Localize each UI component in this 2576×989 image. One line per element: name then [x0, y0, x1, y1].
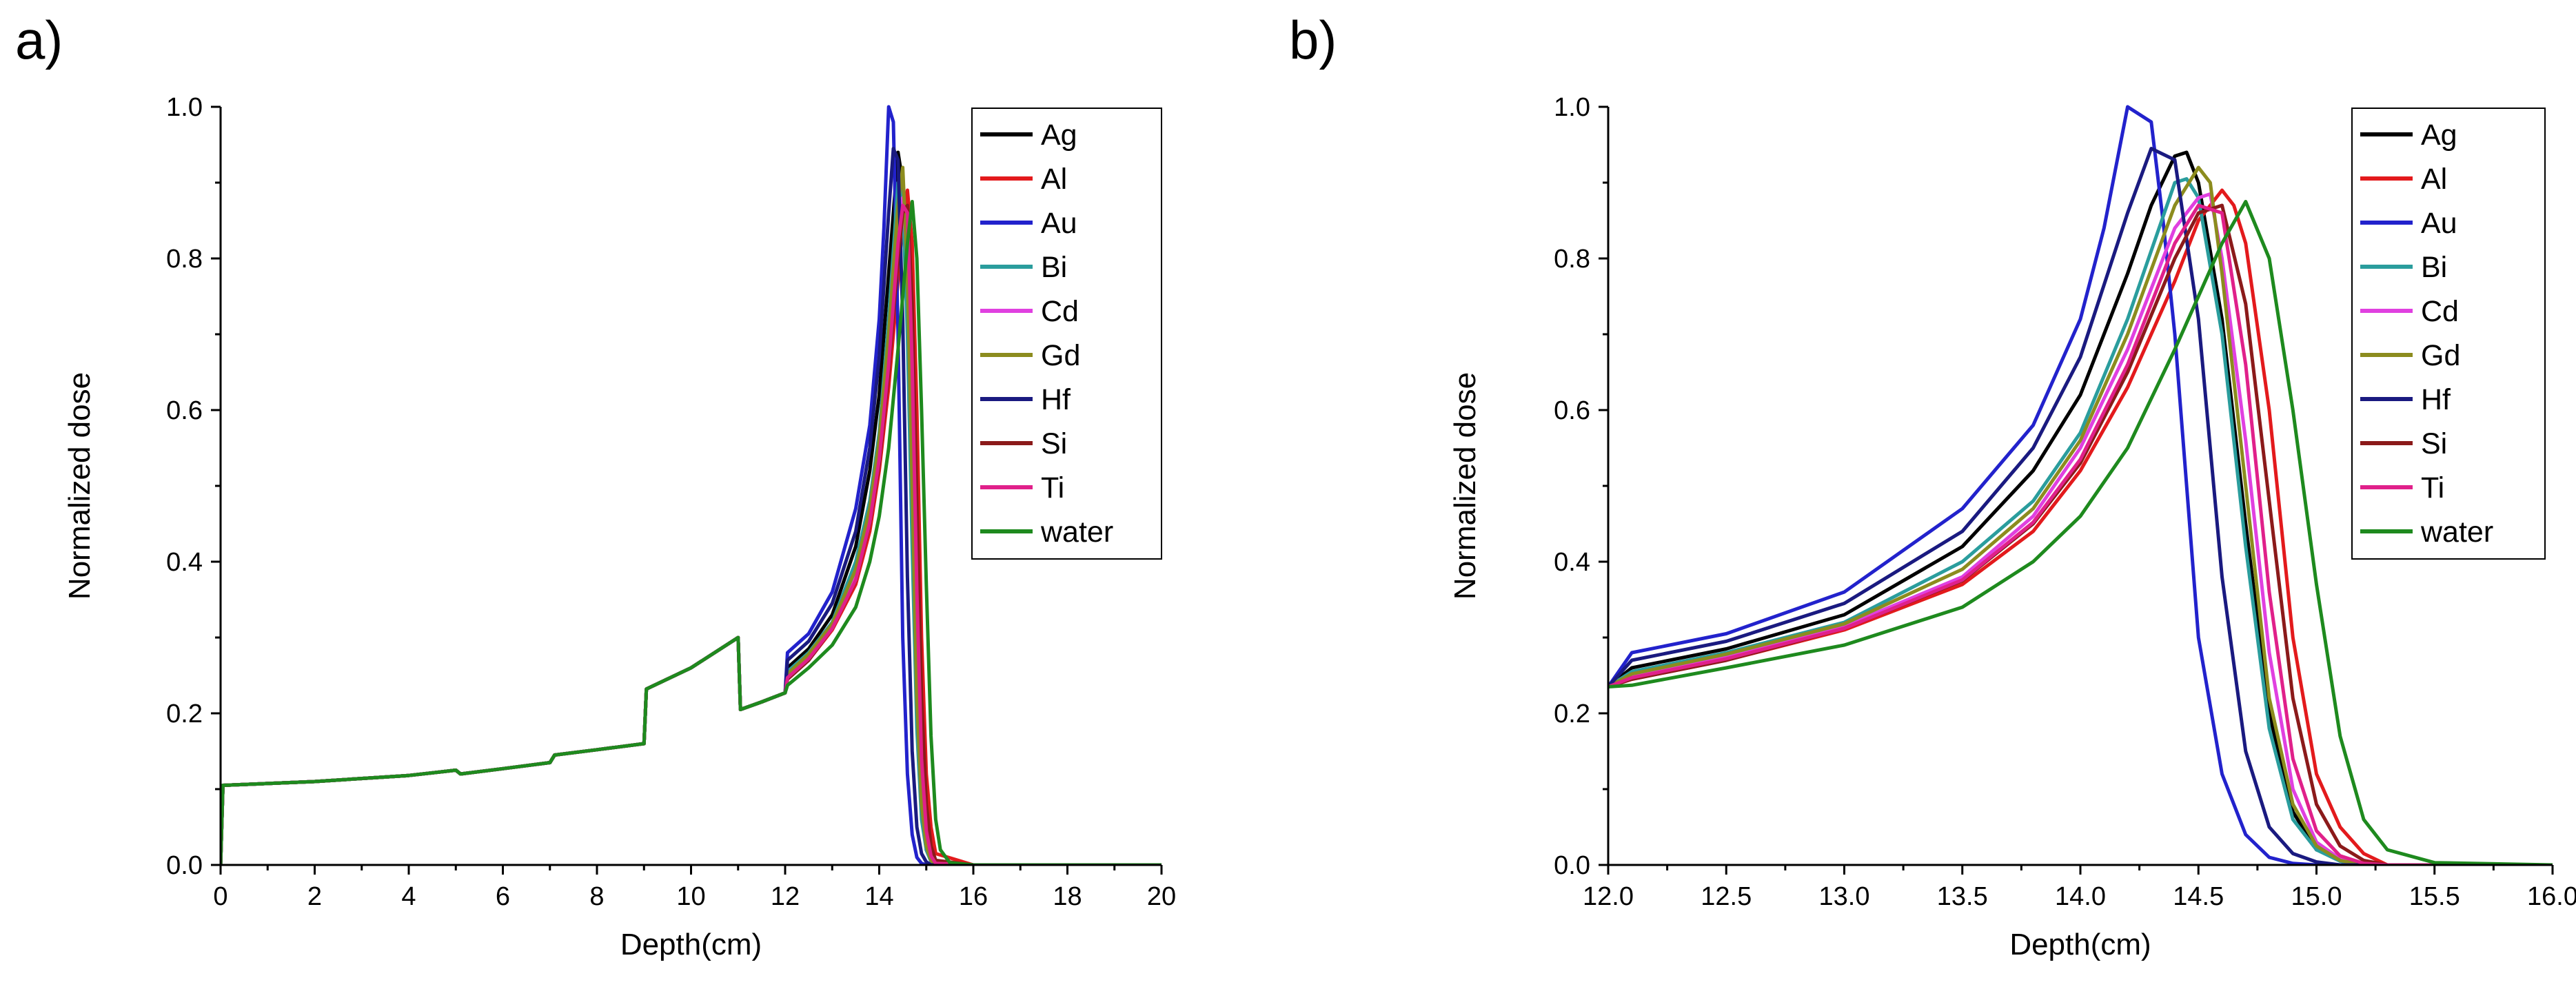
legend-label-si: Si [2421, 427, 2447, 460]
x-tick-label: 16 [959, 882, 988, 911]
series-line-au [1608, 105, 2553, 865]
series-group [221, 105, 1162, 865]
panel-label: b) [1289, 10, 1337, 70]
legend-label-al: Al [1041, 163, 1067, 196]
series-line-hf [1608, 147, 2553, 865]
x-tick-label: 14 [864, 882, 893, 911]
x-tick-label: 13.5 [1937, 882, 1988, 911]
x-tick-label: 13.0 [1819, 882, 1870, 911]
legend: Ag Al Au Bi Cd Gd Hf Si Ti water [971, 108, 1162, 560]
y-tick-label: 0.6 [1554, 396, 1590, 425]
series-line-ag [1608, 150, 2553, 865]
x-tick-label: 10 [676, 882, 705, 911]
x-tick-label: 16.0 [2527, 882, 2576, 911]
legend-label-bi: Bi [2421, 251, 2447, 284]
x-tick-label: 8 [589, 882, 604, 911]
x-tick-label: 14.5 [2173, 882, 2224, 911]
legend-label-hf: Hf [1041, 383, 1071, 416]
legend-label-au: Au [1041, 207, 1077, 240]
legend-label-cd: Cd [1041, 295, 1079, 328]
x-tick-label: 12 [771, 882, 800, 911]
y-axis-title: Normalized dose [1448, 372, 1482, 600]
legend-label-si: Si [1041, 427, 1067, 460]
x-axis-title: Depth(cm) [2009, 928, 2151, 961]
y-tick-label: 0.4 [1554, 548, 1590, 577]
x-tick-label: 12.0 [1583, 882, 1634, 911]
chart-panel-b: b) 12.0 12.5 13.0 13.5 14.0 14.5 15.0 15.5 16.0 0.… [1289, 10, 2576, 961]
legend-box [971, 108, 1162, 560]
legend-label-ag: Ag [2421, 119, 2457, 152]
x-tick-label: 15.5 [2409, 882, 2460, 911]
x-tick-label: 0 [213, 882, 227, 911]
x-tick-label: 18 [1053, 882, 1082, 911]
legend-label-cd: Cd [2421, 295, 2459, 328]
x-tick-label: 6 [496, 882, 510, 911]
y-tick-label: 0.2 [1554, 700, 1590, 728]
legend-label-ti: Ti [1041, 471, 1064, 504]
series-line-al [1608, 188, 2553, 865]
y-axis-title: Normalized dose [63, 372, 97, 600]
chart-panel-a: a) 0 2 4 6 8 10 12 14 16 18 20 0.0 0.2 0.4 0.6 0.8 1.0 Dep… [15, 10, 1176, 961]
y-tick-label: 0.6 [166, 396, 203, 425]
y-tick-label: 0.8 [166, 245, 203, 274]
y-tick-label: 0.4 [166, 548, 203, 577]
y-tick-label: 1.0 [166, 93, 203, 122]
x-axis-title: Depth(cm) [620, 928, 762, 961]
series-line-gd [1608, 165, 2553, 865]
legend-box [2351, 108, 2546, 560]
series-line-ti [1608, 203, 2553, 865]
x-tick-label: 14.0 [2055, 882, 2106, 911]
legend: Ag Al Au Bi Cd Gd Hf Si Ti water [2351, 108, 2546, 560]
legend-label-water: water [1040, 516, 1113, 549]
series-line-water [1608, 200, 2553, 865]
y-tick-label: 0.2 [166, 700, 203, 728]
series-group [1608, 105, 2553, 865]
x-tick-label: 12.5 [1701, 882, 1752, 911]
x-tick-label: 4 [401, 882, 416, 911]
legend-label-gd: Gd [1041, 339, 1080, 372]
legend-label-al: Al [2421, 163, 2447, 196]
legend-label-hf: Hf [2421, 383, 2451, 416]
panel-label: a) [15, 10, 63, 70]
series-line-water [221, 200, 1162, 865]
legend-label-au: Au [2421, 207, 2457, 240]
legend-label-bi: Bi [1041, 251, 1067, 284]
legend-label-water: water [2420, 516, 2493, 549]
y-tick-label: 1.0 [1554, 93, 1590, 122]
series-line-cd [1608, 192, 2553, 865]
y-tick-label: 0.8 [1554, 245, 1590, 274]
x-tick-label: 15.0 [2291, 882, 2342, 911]
y-tick-label: 0.0 [1554, 851, 1590, 880]
legend-label-ti: Ti [2421, 471, 2444, 504]
y-tick-label: 0.0 [166, 851, 203, 880]
legend-label-ag: Ag [1041, 119, 1077, 152]
x-tick-label: 2 [307, 882, 322, 911]
x-tick-label: 20 [1147, 882, 1176, 911]
legend-label-gd: Gd [2421, 339, 2460, 372]
